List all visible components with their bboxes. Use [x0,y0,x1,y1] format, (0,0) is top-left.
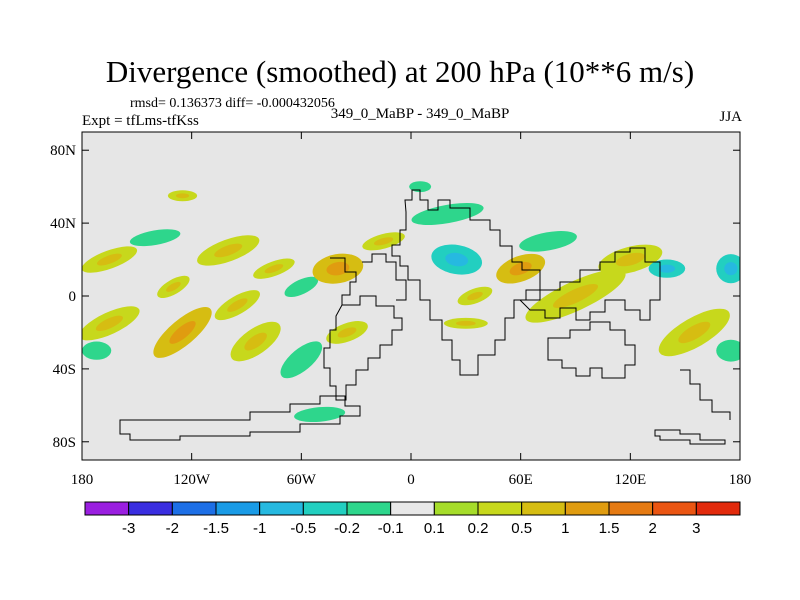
field-blob-core [169,320,196,344]
y-tick-label: 0 [69,289,77,305]
field-blob-core [337,327,357,338]
colorbar-swatch [84,501,130,516]
colorbar-swatch [302,501,348,516]
x-tick-label: 0 [407,472,415,488]
x-tick-label: 120E [614,472,646,488]
colorbar-label: -2 [166,520,179,537]
plot-background [82,132,740,460]
field-blob-core [658,264,676,273]
y-tick-label: 80S [53,435,76,451]
field-blob-core [326,261,350,276]
colorbar-swatch [433,501,479,516]
y-tick-label: 40S [53,362,76,378]
x-tick-label: 180 [71,472,94,488]
colorbar-swatch [608,501,654,516]
field-blob [716,339,740,362]
australia-outline [547,321,636,379]
colorbar-label: 0.2 [468,520,489,537]
colorbar-label: -1.5 [203,520,229,537]
colorbar-label: 3 [692,520,700,537]
experiment-label: Expt = tfLms-tfKss [82,113,199,129]
x-tick-label: 120W [173,472,211,488]
field-blob [82,341,112,360]
stats-line: rmsd= 0.136373 diff= -0.000432056 [130,96,335,111]
field-blob-core [96,253,122,266]
colorbar-label: -0.1 [378,520,404,537]
chart-title: Divergence (smoothed) at 200 hPa (10**6 … [105,54,695,89]
x-tick-label: 60W [287,472,317,488]
y-tick-label: 40N [50,216,76,232]
asia-outline [518,247,661,321]
colorbar-swatch [652,501,697,516]
comparison-label: 349_0_MaBP - 349_0_MaBP [330,106,510,122]
pacific-coast-outline [680,369,731,420]
season-label: JJA [719,109,742,125]
colorbar-swatch [128,501,173,516]
south-america-outline [323,295,403,401]
field-blob-core [724,262,738,276]
central-america-outline [330,257,357,305]
field-blob-core [552,283,599,309]
colorbar-label: -3 [122,520,135,537]
field-blob [519,231,577,252]
colorbar-swatch [521,501,566,516]
north-america-outline [362,253,407,301]
colorbar-swatch [346,501,392,516]
colorbar-label: -0.2 [334,520,360,537]
field-blob-core [166,281,181,292]
africa-outline [391,189,541,376]
antarctica-outline [119,395,361,441]
x-tick-label: 180 [729,472,752,488]
colorbar-swatch [259,501,304,516]
field-blob [284,276,319,298]
field-blob-core [467,291,483,301]
field-blob [294,406,346,423]
colorbar-label: 0.5 [511,520,532,537]
continent-outlines [119,189,731,445]
colorbar-swatch [564,501,610,516]
field-blob [129,229,181,247]
colorbar-swatch [477,501,523,516]
field-blob-core [374,237,394,246]
colorbar-label: 1.5 [599,520,620,537]
colorbar-label: 0.1 [424,520,445,537]
field-blob-core [95,315,123,332]
field-blob-core [509,261,532,276]
colorbar: -3 -2 -1.5 -1 -0.5 -0.2 -0.1 0.1 0.2 0.5 1 1.5 2 3 [84,501,741,537]
colorbar-swatch [171,501,217,516]
field-blob-core [615,252,645,267]
colorbar-label: -0.5 [290,520,316,537]
antarctica-east-outline [654,429,726,445]
axes: 180 120W 60W 0 60E 120E 180 80N 40N 0 40S 80S [50,132,751,488]
field-blob-core [445,252,469,267]
field-blob-core [678,321,711,344]
colorbar-label: 1 [561,520,569,537]
colorbar-label: -1 [253,520,266,537]
colorbar-swatch [390,501,435,516]
y-tick-label: 80N [50,143,76,159]
field-blob-core [227,298,248,312]
field-blob [411,203,484,225]
field-blob-core [264,264,284,274]
field-blob [409,181,432,193]
field-blob [280,341,323,379]
colorbar-swatch [695,501,741,516]
x-tick-label: 60E [509,472,533,488]
field-blob-core [455,320,476,326]
colorbar-label: 2 [648,520,656,537]
divergence-field [82,181,740,423]
field-blob-core [175,193,190,199]
field-blob-core [244,332,267,351]
field-blob-core [214,243,243,258]
colorbar-swatch [215,501,261,516]
